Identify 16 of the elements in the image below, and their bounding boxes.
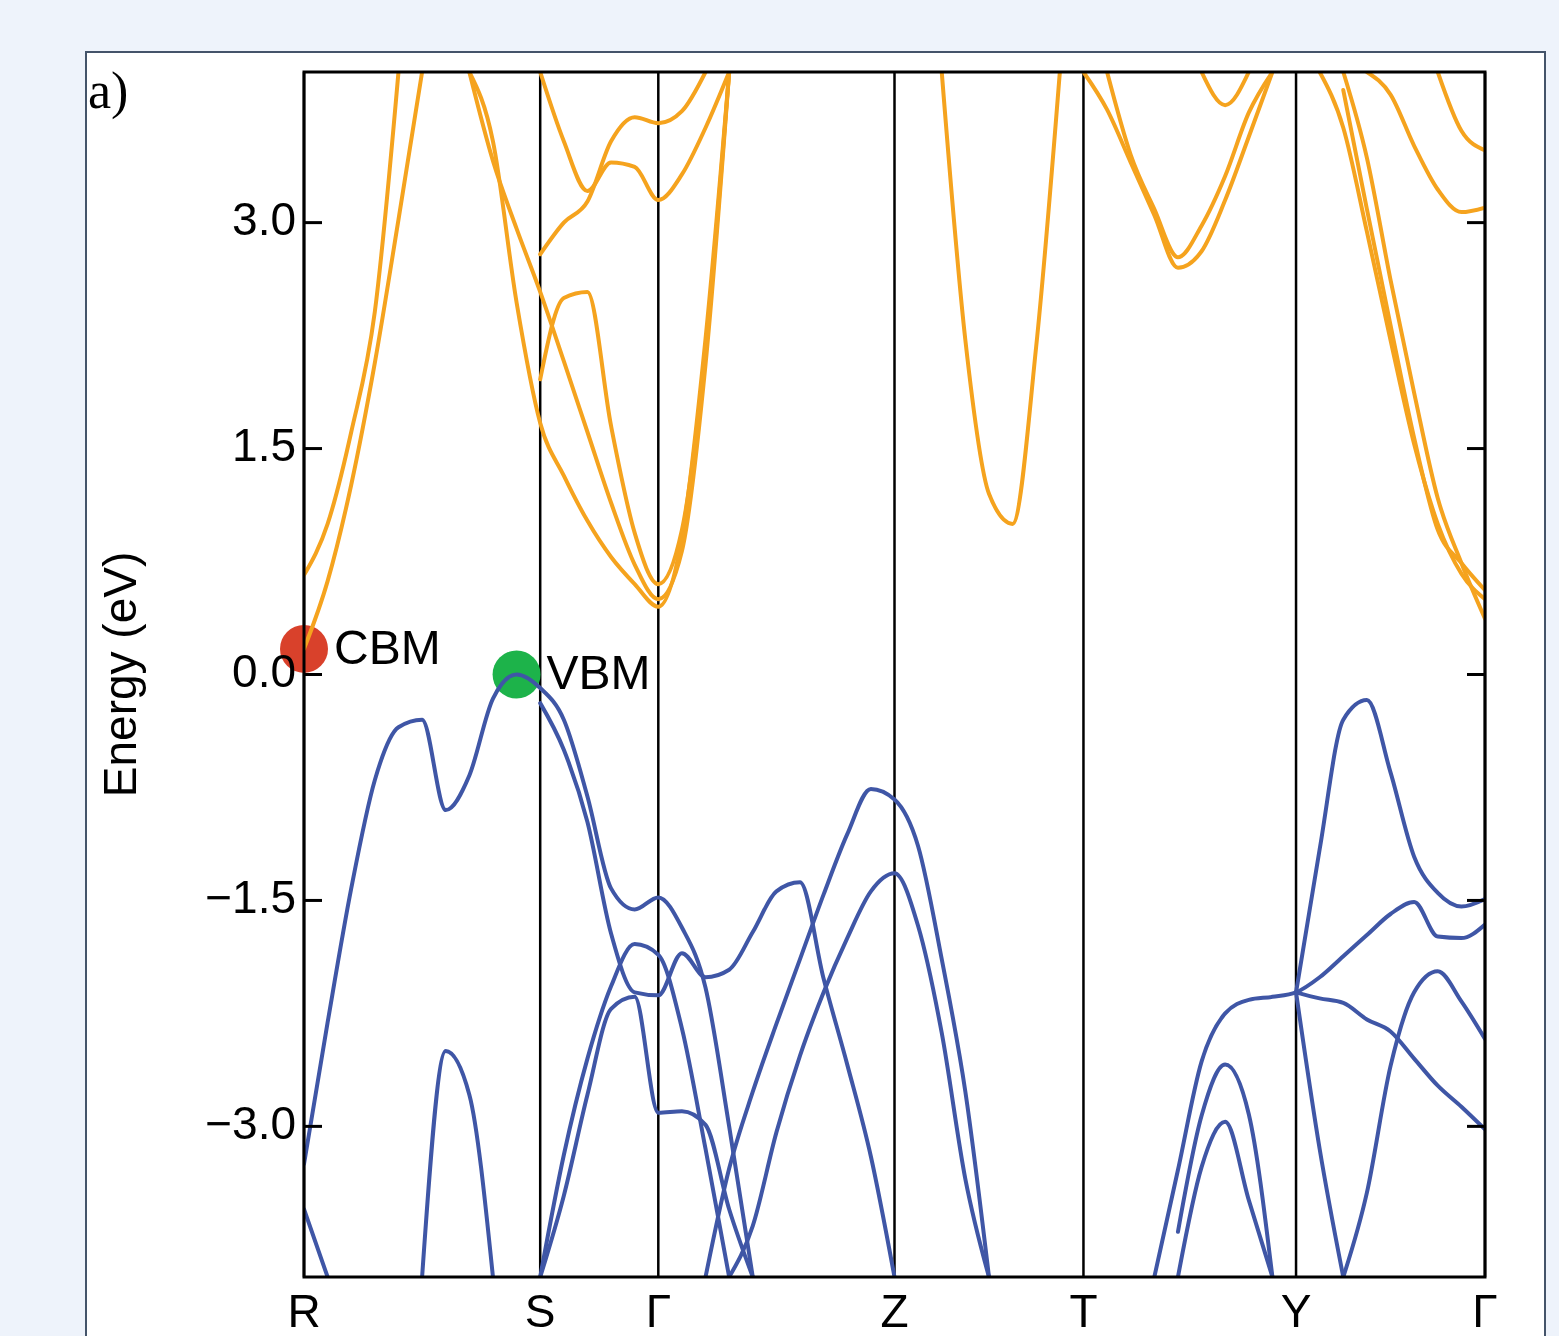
x-tick-label: Γ [645,1285,671,1336]
x-tick-label: T [1069,1285,1098,1336]
x-tick-label: Y [1280,1285,1312,1336]
series-label: CBM [334,620,441,674]
text: a) [88,62,129,120]
series-label: VBM [546,646,651,700]
y-tick-label: −3.0 [205,1096,296,1149]
x-tick-label: R [287,1285,321,1336]
y-tick-label: 0.0 [232,644,296,697]
x-tick-label: Z [880,1285,909,1336]
y-tick-label: 1.5 [232,418,296,471]
y-tick-label: 3.0 [232,192,296,245]
y-tick-label: −1.5 [205,870,296,923]
x-tick-label: Γ [1472,1285,1498,1336]
x-tick-label: S [524,1285,556,1336]
y-axis-title: Energy (eV) [94,551,146,798]
